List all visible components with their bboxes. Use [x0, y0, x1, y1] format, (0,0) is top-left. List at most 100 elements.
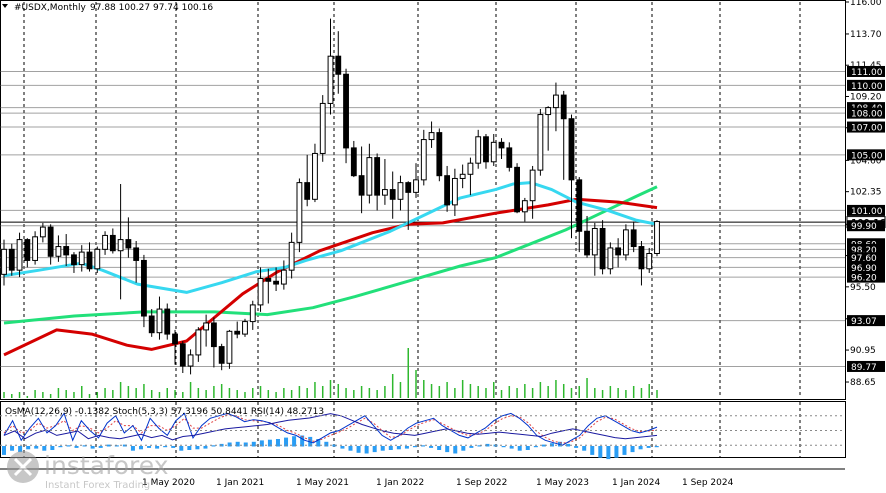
osma-bar — [606, 446, 611, 460]
osma-bar — [275, 439, 280, 447]
candle-body-bear — [47, 226, 54, 257]
level-tag-box-110-00 — [847, 79, 885, 91]
price-tick-label: 109.20 — [850, 92, 882, 102]
instaforex-watermark: instaforex Instant Forex Trading — [7, 451, 169, 491]
candle-body-bear — [164, 308, 171, 335]
candle-body-bear — [273, 280, 279, 285]
osma-bar — [50, 446, 55, 450]
watermark-tagline: Instant Forex Trading — [45, 480, 150, 491]
candle-body-bull — [622, 229, 629, 256]
osma-bar — [348, 446, 353, 451]
candle-body-bull — [203, 322, 210, 331]
level-tag-text-111-00: 111.00 — [851, 68, 883, 78]
osma-bar — [18, 446, 23, 453]
candle-body-bull — [296, 182, 303, 243]
level-tag-box-96-20 — [847, 271, 885, 283]
candle-body-bear — [179, 343, 186, 367]
osma-bar — [316, 439, 321, 447]
time-axis: 1 May 2020 1 Jan 2021 1 May 2021 1 Jan 2022… — [0, 468, 845, 488]
osma-bar — [292, 436, 297, 447]
osma-bar — [421, 445, 426, 447]
ma-cyan-line — [3, 181, 658, 294]
level-tag-box-89-77 — [847, 360, 885, 372]
osma-bar — [412, 446, 417, 448]
osma-bar — [509, 446, 514, 449]
time-axis-label: 1 Sep 2024 — [682, 478, 734, 488]
candle-body-bull — [521, 200, 528, 213]
indicator-plot-frame — [0, 401, 846, 458]
candle-body-bear — [638, 246, 645, 270]
candlesticks — [1, 18, 660, 375]
osma-bar — [251, 441, 256, 447]
candle-body-bull — [257, 278, 264, 306]
osma-bar — [66, 445, 71, 447]
candle-body-bear — [210, 322, 217, 348]
candle-body-bull — [288, 241, 295, 271]
osma-bar — [533, 446, 538, 448]
osma-bar — [130, 446, 135, 451]
osma-bar — [525, 446, 530, 450]
candle-body-bull — [242, 321, 248, 335]
candle-body-bear — [560, 94, 567, 120]
candle-body-bull — [117, 239, 124, 252]
osma-bar — [163, 446, 168, 448]
level-tags: 111.00110.00108.40108.00107.00105.00101.… — [846, 65, 886, 373]
osma-bar — [630, 446, 635, 453]
level-tag-text-96-90: 96.90 — [851, 264, 877, 274]
candle-body-bear — [141, 259, 147, 317]
candle-body-bear — [568, 118, 575, 181]
osma-bar — [364, 446, 369, 454]
candle-body-bear — [265, 278, 272, 282]
candle-body-bear — [8, 248, 15, 271]
candle-body-bull — [529, 169, 536, 202]
candle-body-bull — [226, 330, 233, 364]
candle-body-bull — [195, 329, 202, 356]
osma-bar — [42, 446, 47, 451]
level-tag-text-93-07: 93.07 — [851, 317, 877, 327]
candle-body-bull — [413, 179, 419, 193]
candle-body-bear — [304, 182, 311, 200]
osma-bar — [638, 446, 643, 450]
level-tag-box-111-00 — [847, 65, 885, 77]
candle-body-bull — [249, 304, 256, 323]
osma-bar — [138, 446, 143, 450]
main-plot-frame — [0, 0, 846, 400]
osma-bar — [284, 437, 289, 447]
level-tag-text-97-60: 97.60 — [851, 254, 877, 264]
candle-body-bull — [39, 226, 46, 238]
candle-body-bull — [545, 107, 552, 116]
osma-bar — [187, 446, 192, 450]
osma-bar — [501, 446, 506, 448]
osma-bar — [437, 446, 442, 450]
osma-bar — [98, 446, 103, 448]
level-tag-box-96-90 — [847, 261, 885, 273]
price-tick-label: 88.65 — [850, 378, 876, 388]
level-tag-text-101-00: 101.00 — [851, 207, 883, 217]
osma-bar — [404, 446, 409, 449]
candle-body-bear — [343, 73, 349, 149]
osma-bar — [461, 446, 466, 451]
osma-bar — [654, 446, 659, 448]
osma-bar — [58, 446, 63, 448]
level-tag-box-99-90 — [847, 220, 885, 232]
osma-bar — [582, 446, 587, 451]
osma-bar — [82, 445, 87, 447]
dropdown-triangle-icon[interactable] — [2, 4, 8, 8]
candle-body-bear — [172, 333, 178, 345]
candle-body-bull — [319, 102, 326, 154]
osma-bar — [332, 444, 337, 447]
osma-bar — [74, 446, 79, 448]
candle-body-bull — [428, 132, 435, 141]
time-axis-label: 1 May 2023 — [536, 478, 589, 488]
candle-body-bull — [537, 114, 544, 171]
level-tag-text-99-90: 99.90 — [851, 222, 877, 232]
osma-bar — [2, 446, 6, 455]
osma-bar — [469, 446, 474, 448]
osma-bar — [477, 445, 482, 447]
rsi-line — [3, 413, 658, 441]
osma-bar — [453, 446, 458, 454]
chart-symbol-label: #USDX,Monthly — [14, 3, 87, 13]
candle-body-bull — [397, 182, 404, 200]
